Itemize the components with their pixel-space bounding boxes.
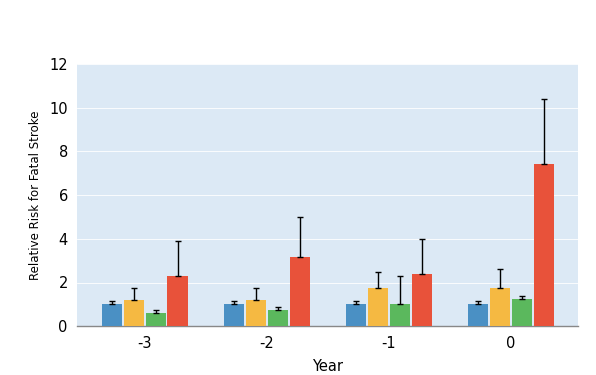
Bar: [512, 299, 532, 326]
Bar: [167, 276, 188, 326]
Text: Annual Relative Risk for Fatal Stroke: Annual Relative Risk for Fatal Stroke: [117, 20, 479, 38]
Bar: [412, 274, 432, 326]
Bar: [490, 288, 510, 326]
Y-axis label: Relative Risk for Fatal Stroke: Relative Risk for Fatal Stroke: [29, 110, 42, 280]
X-axis label: Year: Year: [312, 359, 343, 374]
Bar: [390, 304, 410, 326]
Bar: [368, 288, 388, 326]
Bar: [101, 304, 122, 326]
Bar: [224, 304, 244, 326]
Bar: [246, 300, 266, 326]
Bar: [534, 164, 554, 326]
Bar: [290, 257, 310, 326]
Bar: [268, 310, 288, 326]
Bar: [123, 300, 144, 326]
Bar: [145, 313, 166, 326]
Bar: [468, 304, 488, 326]
Bar: [346, 304, 366, 326]
